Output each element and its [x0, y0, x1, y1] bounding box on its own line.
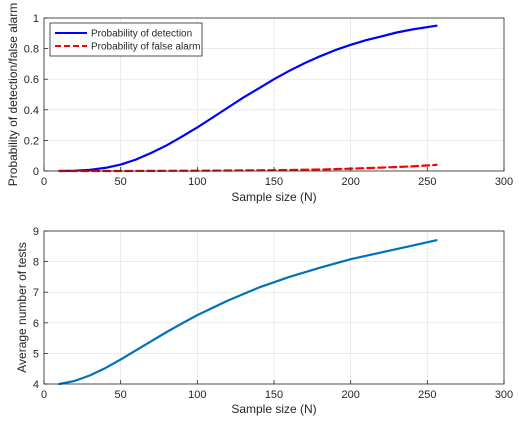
x-tick-label: 300	[495, 176, 513, 188]
y-axis-label: Probability of detection/false alarm	[6, 3, 20, 186]
x-tick-label: 250	[418, 389, 436, 401]
series-line-1	[58, 239, 438, 386]
y-tick-label: 0.4	[24, 105, 39, 117]
x-tick-label: 0	[41, 389, 47, 401]
legend: Probability of detection Probability of …	[49, 22, 203, 57]
x-tick-label: 200	[341, 176, 359, 188]
legend-box	[49, 22, 203, 57]
y-tick-label: 0.6	[24, 74, 39, 86]
y-axis-label: Average number of tests	[15, 242, 29, 373]
y-tick-label: 1	[33, 13, 39, 25]
x-tick-label: 50	[115, 176, 127, 188]
x-tick-label: 100	[188, 176, 206, 188]
y-tick-label: 5	[33, 348, 39, 360]
x-tick-label: 300	[495, 389, 513, 401]
plot-average-tests: 0 50 100 150 200 250 300 4 5 6 7 8 9 Sample size (N)…	[15, 226, 513, 416]
series-lines	[58, 239, 438, 386]
x-axis-label: Sample size (N)	[231, 190, 316, 204]
legend-label-false-alarm: Probability of false alarm	[91, 42, 201, 53]
y-tick-label: 8	[33, 257, 39, 269]
x-tick-label: 100	[188, 389, 206, 401]
y-tick-label: 6	[33, 318, 39, 330]
x-tick-label: 250	[418, 176, 436, 188]
y-tick-label: 7	[33, 287, 39, 299]
y-tick-label: 0.2	[24, 135, 39, 147]
legend-label-detection: Probability of detection	[91, 29, 192, 40]
tick-labels: 0 50 100 150 200 250 300 4 5 6 7 8 9	[33, 226, 513, 401]
y-tick-label: 0.8	[24, 44, 39, 56]
y-tick-label: 9	[33, 226, 39, 238]
x-tick-label: 200	[341, 389, 359, 401]
x-tick-label: 150	[265, 176, 283, 188]
x-tick-label: 50	[115, 389, 127, 401]
tick-labels: 0 50 100 150 200 250 300 0 0.2 0.4 0.6 0.8 1	[24, 13, 513, 188]
y-tick-label: 0	[33, 166, 39, 178]
series-line-1	[58, 24, 438, 173]
x-tick-label: 150	[265, 389, 283, 401]
plot-probability: 0 50 100 150 200 250 300 0 0.2 0.4 0.6 0.8 1 Sample …	[6, 3, 513, 204]
y-tick-label: 4	[33, 379, 39, 391]
x-tick-label: 0	[41, 176, 47, 188]
x-axis-label: Sample size (N)	[231, 402, 316, 416]
